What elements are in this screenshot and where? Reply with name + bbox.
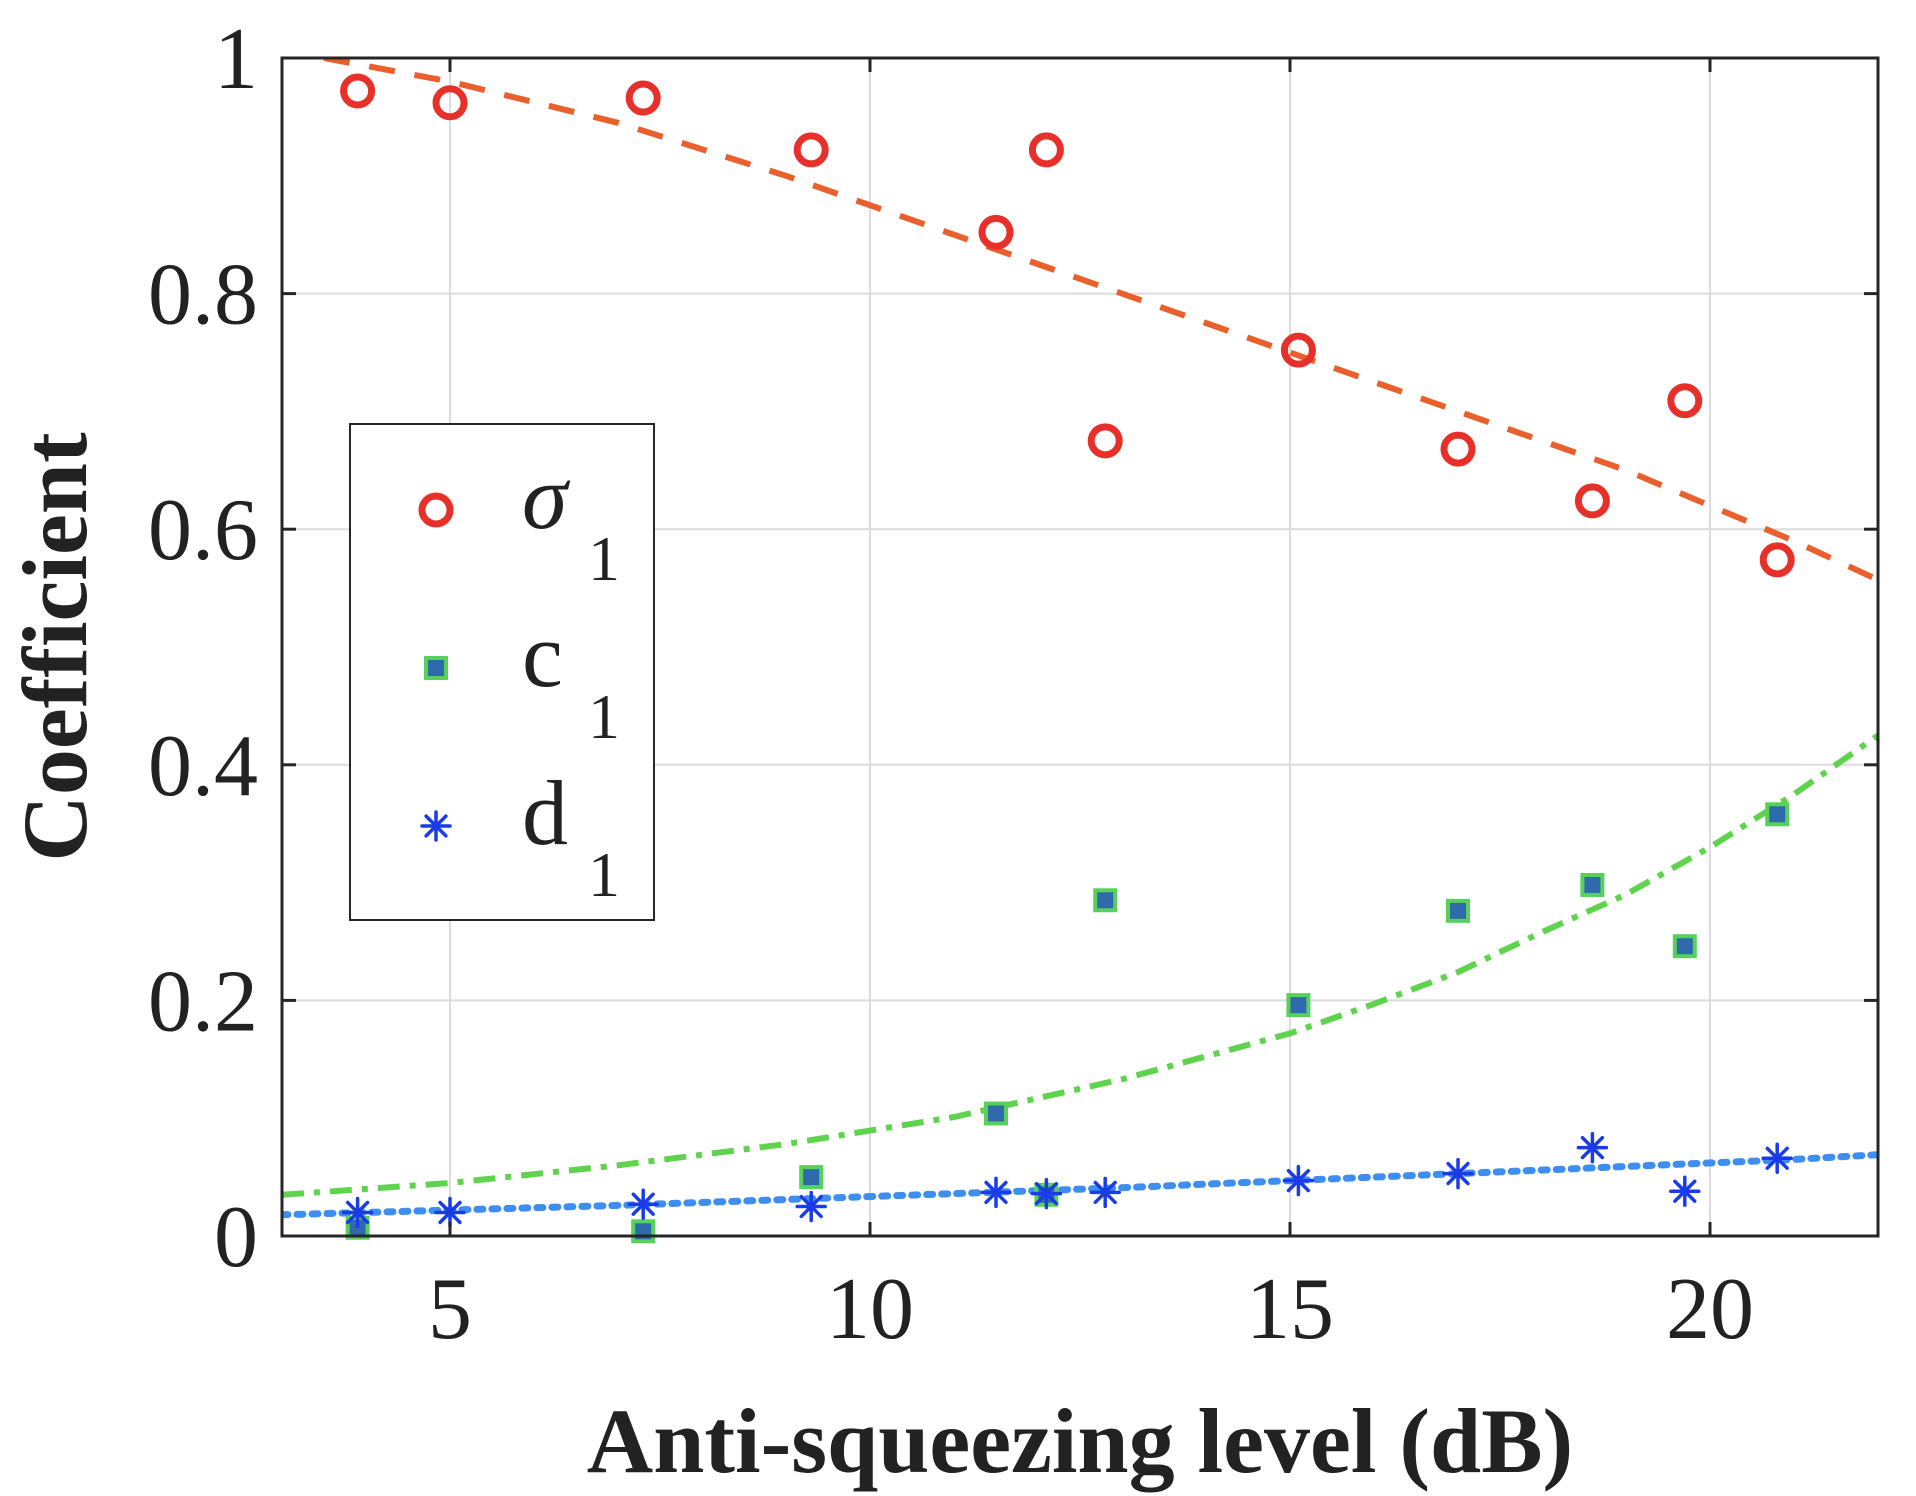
data-point-circle — [432, 85, 468, 121]
data-point-square — [1672, 934, 1697, 959]
y-tick-label: 0 — [214, 1189, 258, 1286]
fit-line — [282, 1151, 1878, 1219]
legend-label: σ — [522, 446, 571, 548]
data-point-circle — [1440, 431, 1476, 467]
fit-line — [282, 732, 1878, 1198]
legend-label-subscript: 1 — [588, 681, 620, 752]
data-point-circle — [340, 73, 376, 109]
legend-item: d1 — [420, 762, 620, 910]
data-point-square — [1093, 888, 1118, 913]
y-tick-label: 0.6 — [148, 482, 258, 579]
axis-ticks: 5 10 15 20 0 0.2 0.4 0.6 0.8 1 — [148, 11, 1878, 1358]
data-point-asterisk — [1030, 1177, 1063, 1210]
data-point-circle — [1087, 423, 1123, 459]
data-point-square — [1765, 802, 1790, 827]
data-point-asterisk — [1282, 1164, 1315, 1197]
plot-area-border — [280, 56, 1880, 1238]
data-point-asterisk — [1576, 1131, 1609, 1164]
x-tick-label: 10 — [826, 1261, 914, 1358]
data-point-circle — [793, 132, 829, 168]
data-point-asterisk — [795, 1190, 827, 1223]
data-point-asterisk — [1761, 1142, 1793, 1175]
legend-marker-square — [424, 656, 448, 680]
legend-label-subscript: 1 — [588, 839, 620, 910]
data-points — [340, 73, 1795, 1244]
y-tick-label: 0.8 — [148, 247, 258, 344]
data-point-square — [1286, 993, 1311, 1018]
fit-line — [323, 58, 1878, 583]
data-point-circle — [1574, 483, 1610, 519]
legend-label: c — [522, 604, 563, 706]
legend-box — [349, 423, 655, 921]
x-tick-label: 5 — [428, 1261, 472, 1358]
data-point-square — [984, 1101, 1008, 1126]
data-point-asterisk — [1669, 1175, 1701, 1207]
data-point-circle — [1759, 542, 1795, 578]
fit-curves — [282, 58, 1878, 1219]
data-point-asterisk — [627, 1188, 659, 1220]
data-point-circle — [1667, 383, 1703, 419]
data-point-square — [631, 1219, 656, 1244]
data-point-asterisk — [1442, 1157, 1474, 1190]
data-point-circle — [1280, 332, 1316, 368]
data-point-square — [1446, 898, 1470, 923]
x-axis-label: Anti-squeezing level (dB) — [587, 1390, 1573, 1492]
y-axis-label: Coefficient — [4, 432, 106, 862]
data-point-circle — [978, 214, 1014, 250]
legend-label-subscript: 1 — [588, 523, 620, 594]
data-point-square — [1580, 872, 1605, 897]
legend-marker-asterisk — [420, 810, 452, 842]
legend-item: c1 — [424, 604, 620, 752]
data-point-asterisk — [1089, 1176, 1121, 1209]
data-point-asterisk — [434, 1196, 466, 1229]
data-point-asterisk — [980, 1176, 1012, 1209]
legend-marker-circle — [418, 492, 454, 528]
data-point-circle — [1028, 132, 1064, 168]
legend-item: σ1 — [418, 446, 620, 594]
x-tick-label: 15 — [1246, 1261, 1334, 1358]
data-point-asterisk — [341, 1196, 374, 1229]
y-tick-label: 1 — [214, 11, 258, 108]
x-tick-label: 20 — [1666, 1261, 1754, 1358]
data-point-square — [799, 1165, 824, 1190]
legend-label: d — [522, 762, 568, 864]
y-tick-label: 0.2 — [148, 953, 258, 1050]
y-tick-label: 0.4 — [148, 718, 258, 815]
data-point-circle — [625, 80, 661, 116]
